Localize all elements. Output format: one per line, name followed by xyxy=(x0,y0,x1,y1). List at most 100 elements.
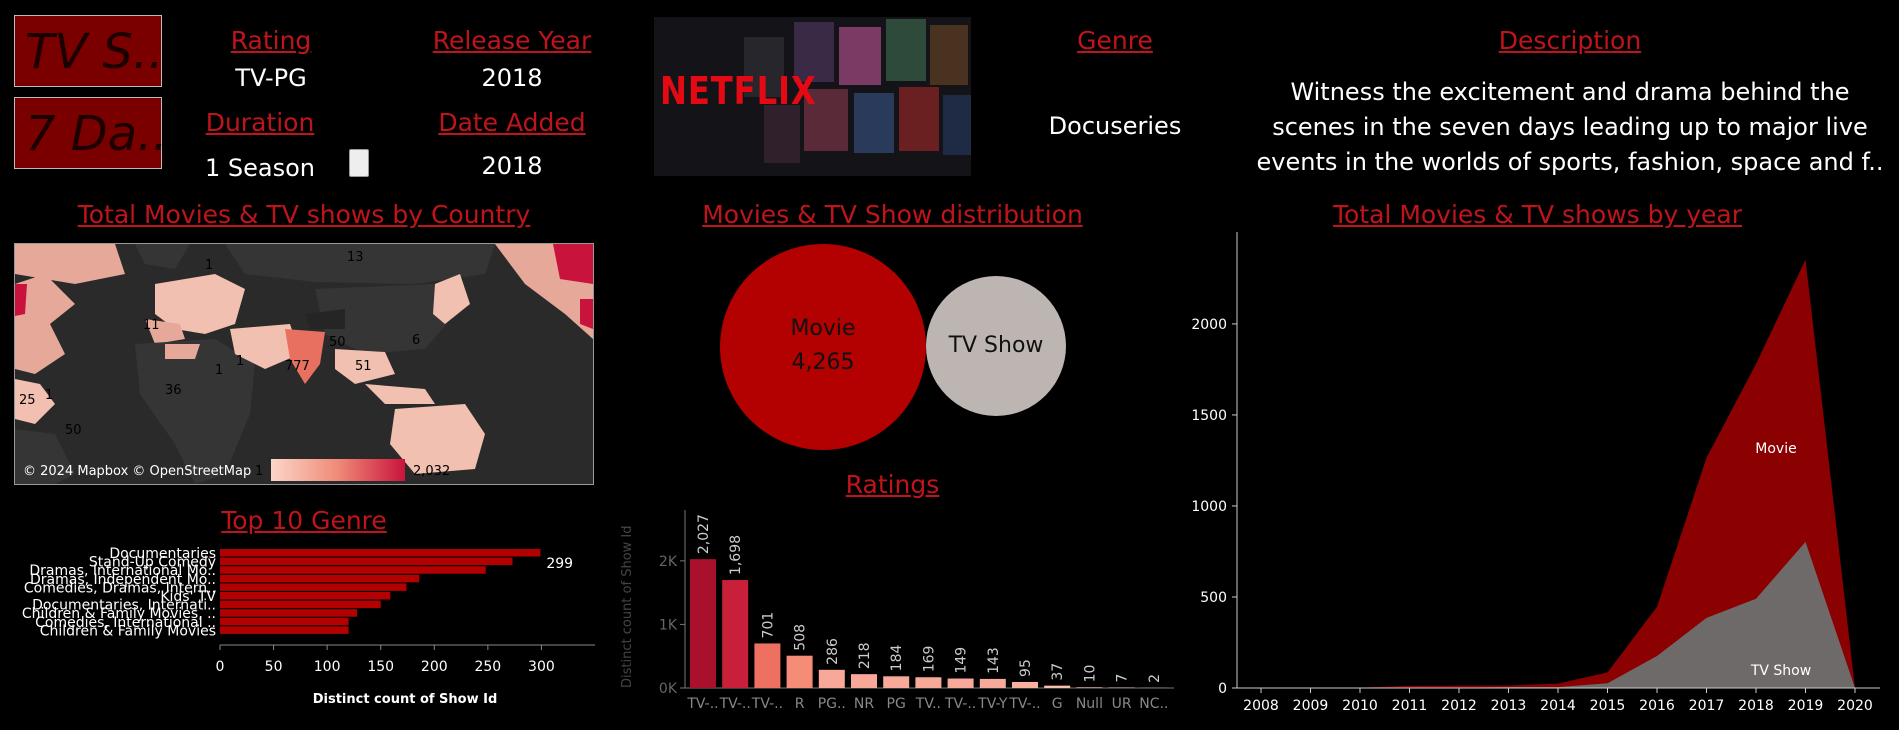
country-map[interactable]: 13 1 11 50 6 1 777 51 1 25 1 36 50 © 202… xyxy=(14,243,594,485)
ratings-bar[interactable] xyxy=(947,678,974,688)
genre-bar[interactable] xyxy=(220,574,420,583)
yearly-x-tick-label: 2011 xyxy=(1392,698,1428,714)
yearly-title: Total Movies & TV shows by year xyxy=(1332,200,1743,229)
ratings-y-tick-label: 1K xyxy=(659,617,678,633)
release-year-label: Release Year xyxy=(432,26,592,55)
date-added-value: 2018 xyxy=(481,152,543,180)
ratings-bar[interactable] xyxy=(1044,685,1071,688)
ratings-bar[interactable] xyxy=(786,655,813,688)
ratings-value-label: 7 xyxy=(1115,674,1131,683)
ratings-bar[interactable] xyxy=(754,643,781,688)
yearly-x-tick-label: 2016 xyxy=(1639,698,1675,714)
genre-category-label: Dramas, Independent Mo.. xyxy=(30,572,216,588)
rating-label: Rating xyxy=(230,26,312,55)
ratings-bar[interactable] xyxy=(722,580,749,688)
ratings-value-label: 149 xyxy=(954,647,970,674)
genre-bar[interactable] xyxy=(220,617,349,626)
yearly-x-tick-label: 2012 xyxy=(1441,698,1477,714)
genre-bar[interactable] xyxy=(220,609,358,617)
ratings-bar[interactable] xyxy=(1012,681,1038,688)
map-label: 1 xyxy=(205,258,213,273)
genre-bar[interactable] xyxy=(220,600,381,609)
genre-category-label: Dramas, International Mo.. xyxy=(29,563,216,579)
ratings-category-label: TV-.. xyxy=(944,696,976,712)
map-title: Total Movies & TV shows by Country xyxy=(77,200,531,229)
map-label: 1 xyxy=(45,388,53,403)
map-label: 51 xyxy=(355,359,372,374)
genre-x-tick-label: 200 xyxy=(421,659,448,675)
rating-value: TV-PG xyxy=(235,64,307,92)
legend-max: 2,032 xyxy=(413,464,451,479)
document-icon[interactable] xyxy=(349,149,369,177)
genre-top-label: 299 xyxy=(546,556,573,572)
ratings-category-label: G xyxy=(1052,696,1063,712)
ratings-category-label: PG.. xyxy=(818,696,846,712)
yearly-x-tick-label: 2018 xyxy=(1738,698,1774,714)
ratings-value-label: 701 xyxy=(760,612,776,639)
yearly-chart[interactable]: 0 500 1000 1500 2000 2008 2009 2010 2011 2012 2013… xyxy=(1180,230,1899,730)
title-tile-text: 7 Da.. xyxy=(25,106,168,162)
ratings-value-label: 508 xyxy=(793,624,809,651)
map-label: 777 xyxy=(285,359,310,374)
ratings-chart[interactable]: Distinct count of Show Id 0K 1K 2K 2,027 TV-… xyxy=(615,500,1185,725)
ratings-bar[interactable] xyxy=(1076,687,1103,688)
description-line: Witness the excitement and drama behind … xyxy=(1290,78,1850,106)
ratings-bar[interactable] xyxy=(851,674,877,688)
netflix-logo: NETFLIX xyxy=(660,69,817,113)
color-legend xyxy=(271,459,405,481)
map-label: 6 xyxy=(412,333,420,348)
genre-axis: 0 50 100 150 200 250 300 xyxy=(216,644,595,675)
genre-value: Docuseries xyxy=(1048,112,1182,140)
title-tile[interactable]: 7 Da.. xyxy=(14,97,168,169)
movie-area[interactable] xyxy=(1261,259,1855,688)
genre-x-tick-label: 150 xyxy=(367,659,394,675)
genre-bar[interactable] xyxy=(220,592,391,600)
ratings-bar[interactable] xyxy=(818,669,845,688)
genre-bar[interactable] xyxy=(220,549,541,557)
description-line: events in the worlds of sports, fashion,… xyxy=(1256,148,1884,176)
ratings-bar[interactable] xyxy=(690,559,716,688)
ratings-bar[interactable] xyxy=(915,677,942,688)
genre-bar[interactable] xyxy=(220,626,349,634)
ratings-y-tick-label: 2K xyxy=(659,554,678,570)
genre-category-label: Documentaries, Internati.. xyxy=(32,598,216,614)
map-label: 1 xyxy=(236,354,244,369)
poster-collage-icon xyxy=(744,19,971,163)
map-attribution[interactable]: © 2024 Mapbox © OpenStreetMap xyxy=(23,464,252,479)
ratings-y-axis-title: Distinct count of Show Id xyxy=(620,526,635,689)
map-label: 11 xyxy=(143,318,160,333)
map-label: 13 xyxy=(347,250,364,265)
movie-bubble[interactable]: Movie 4,265 xyxy=(720,244,926,450)
genre-bar[interactable] xyxy=(220,583,407,591)
ratings-value-label: 218 xyxy=(857,642,873,669)
tv-show-bubble[interactable]: TV Show xyxy=(926,276,1066,416)
genre-bar[interactable] xyxy=(220,566,486,574)
genre-category-label: Comedies, International .. xyxy=(35,615,216,631)
genre-category-label: Comedies, Dramas, Intern.. xyxy=(24,580,216,596)
yearly-movie-label: Movie xyxy=(1755,441,1796,457)
legend-min: 1 xyxy=(255,464,264,479)
title-tile[interactable]: TV S.. xyxy=(14,15,163,87)
yearly-x-tick-label: 2014 xyxy=(1540,698,1576,714)
genre-x-tick-label: 300 xyxy=(528,659,555,675)
duration-value: 1 Season xyxy=(204,154,315,182)
genre-x-tick-label: 250 xyxy=(474,659,501,675)
ratings-value-label: 2 xyxy=(1147,674,1163,683)
ratings-value-label: 143 xyxy=(986,647,1002,674)
ratings-category-label: UR xyxy=(1112,696,1132,712)
genre-bar[interactable] xyxy=(220,557,513,566)
genre-label: Genre xyxy=(1077,26,1153,55)
genre-x-axis-title: Distinct count of Show Id xyxy=(313,692,498,707)
ratings-category-label: Null xyxy=(1076,696,1103,712)
genre-category-label: Stand-Up Comedy xyxy=(89,555,216,571)
movie-bubble-label: Movie xyxy=(790,316,856,341)
ratings-bar[interactable] xyxy=(979,678,1006,688)
ratings-bar[interactable] xyxy=(883,676,910,688)
yearly-x-tick-label: 2008 xyxy=(1243,698,1279,714)
description-line: scenes in the seven days leading up to m… xyxy=(1272,113,1868,141)
yearly-y-tick-label: 1500 xyxy=(1191,408,1227,424)
ratings-value-label: 2,027 xyxy=(696,514,712,554)
tv-show-area[interactable] xyxy=(1261,541,1855,688)
map-label: 1 xyxy=(215,363,223,378)
